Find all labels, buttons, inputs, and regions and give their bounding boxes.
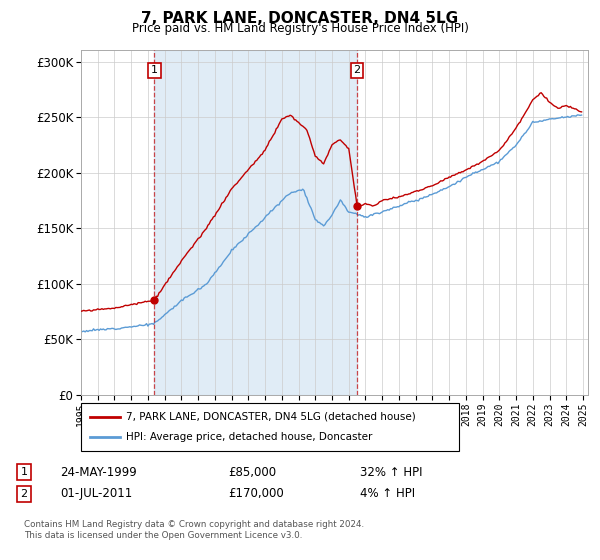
Text: 1: 1	[151, 66, 158, 76]
Text: HPI: Average price, detached house, Doncaster: HPI: Average price, detached house, Donc…	[126, 432, 373, 442]
Text: Price paid vs. HM Land Registry's House Price Index (HPI): Price paid vs. HM Land Registry's House …	[131, 22, 469, 35]
Bar	[154, 50, 357, 395]
Text: 01-JUL-2011: 01-JUL-2011	[60, 487, 132, 501]
Text: 24-MAY-1999: 24-MAY-1999	[60, 465, 137, 479]
Text: Contains HM Land Registry data © Crown copyright and database right 2024.: Contains HM Land Registry data © Crown c…	[24, 520, 364, 529]
Text: 2: 2	[20, 489, 28, 499]
Text: 32% ↑ HPI: 32% ↑ HPI	[360, 465, 422, 479]
Text: £170,000: £170,000	[228, 487, 284, 501]
Text: 1: 1	[20, 467, 28, 477]
Text: 7, PARK LANE, DONCASTER, DN4 5LG (detached house): 7, PARK LANE, DONCASTER, DN4 5LG (detach…	[126, 412, 416, 422]
Text: 4% ↑ HPI: 4% ↑ HPI	[360, 487, 415, 501]
Text: 7, PARK LANE, DONCASTER, DN4 5LG: 7, PARK LANE, DONCASTER, DN4 5LG	[142, 11, 458, 26]
Text: 2: 2	[353, 66, 361, 76]
Text: This data is licensed under the Open Government Licence v3.0.: This data is licensed under the Open Gov…	[24, 531, 302, 540]
Text: £85,000: £85,000	[228, 465, 276, 479]
